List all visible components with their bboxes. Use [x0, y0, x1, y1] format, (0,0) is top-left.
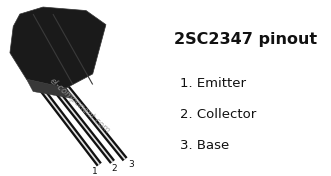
Text: el-component.com: el-component.com [47, 76, 112, 135]
Text: 2SC2347 pinout: 2SC2347 pinout [174, 32, 317, 47]
Polygon shape [10, 7, 106, 88]
Text: 1. Emitter: 1. Emitter [180, 77, 246, 90]
Text: 2: 2 [112, 164, 117, 173]
Text: 3: 3 [128, 160, 134, 169]
Text: 3. Base: 3. Base [180, 139, 230, 152]
Text: 2. Collector: 2. Collector [180, 108, 257, 121]
Text: 1: 1 [91, 167, 97, 176]
Polygon shape [26, 79, 73, 99]
